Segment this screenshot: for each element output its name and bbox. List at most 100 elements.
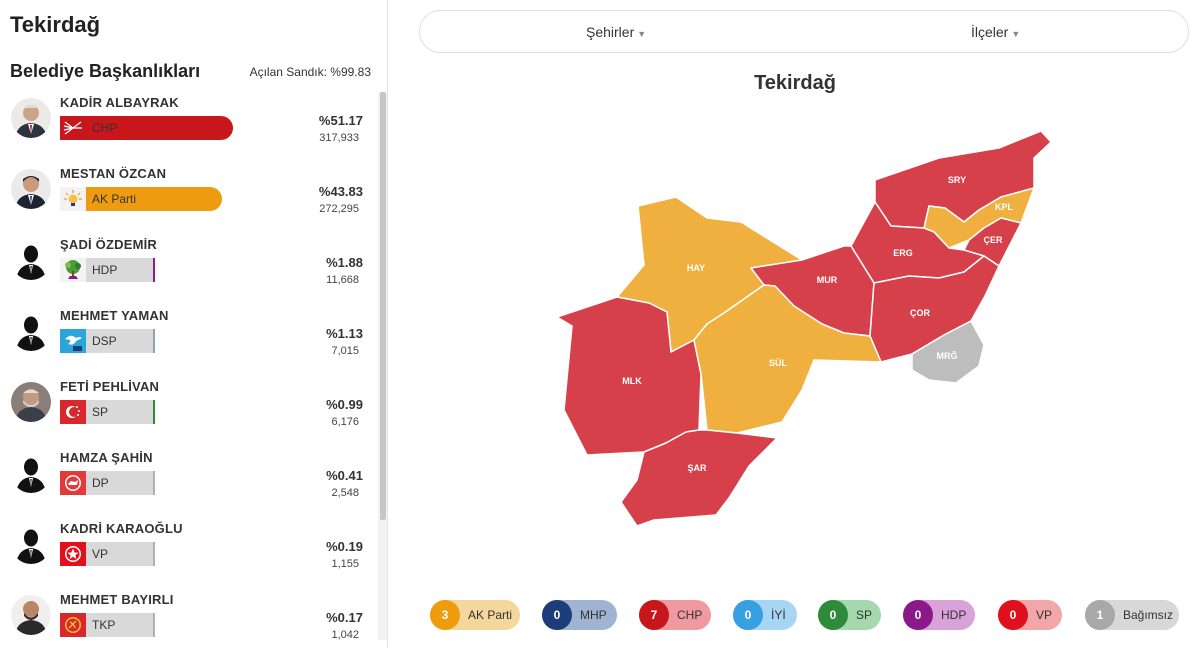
district-label-cer: ÇER [983, 235, 1003, 245]
vote-percentage: %0.19 [326, 539, 363, 554]
legend-item-iyi[interactable]: 0 İYİ [733, 600, 797, 630]
map-panel: Şehirler ▼ İlçeler ▼ Tekirdağ SRY KPL ÇER … [389, 0, 1201, 648]
district-label-mur: MUR [817, 275, 838, 285]
vote-count: 1,155 [331, 558, 359, 570]
candidate-photo [11, 595, 51, 635]
candidate-photo [11, 98, 51, 138]
legend-count: 0 [998, 600, 1028, 630]
candidate-row[interactable]: KADİR ALBAYRAK CHP %51.17 317,933 [0, 92, 378, 163]
districts-dropdown[interactable]: İlçeler ▼ [971, 24, 1020, 40]
legend-count: 1 [1085, 600, 1115, 630]
district-label-sar: ŞAR [687, 463, 707, 473]
caret-down-icon: ▼ [637, 29, 647, 39]
candidate-name: MEHMET BAYIRLI [60, 592, 174, 607]
legend-count: 3 [430, 600, 460, 630]
legend-count: 7 [639, 600, 669, 630]
candidate-row[interactable]: MEHMET YAMAN DSP %1.13 7,015 [0, 305, 378, 376]
candidate-row[interactable]: MESTAN ÖZCAN AK Parti %43.83 272,295 [0, 163, 378, 234]
vote-share-fill [153, 258, 155, 282]
districts-dropdown-label: İlçeler [971, 24, 1009, 40]
vote-share-fill [153, 471, 155, 495]
legend-item-mhp[interactable]: 0 MHP [542, 600, 617, 630]
candidate-row[interactable]: HAMZA ŞAHİN DP %0.41 2,548 [0, 447, 378, 518]
results-panel: Tekirdağ Belediye Başkanlıkları Açılan S… [0, 0, 388, 648]
legend-count: 0 [733, 600, 763, 630]
vote-share-bar: DP [60, 471, 155, 495]
district-sar[interactable] [620, 429, 778, 527]
map-title: Tekirdağ [754, 72, 836, 94]
vote-count: 1,042 [331, 629, 359, 641]
candidate-name: KADRİ KARAOĞLU [60, 521, 183, 536]
vote-share-bar: TKP [60, 613, 155, 637]
candidate-row[interactable]: FETİ PEHLİVAN SP %0.99 6,176 [0, 376, 378, 447]
vote-percentage: %1.13 [326, 326, 363, 341]
district-label-cor: ÇOR [910, 308, 931, 318]
vote-share-bar: DSP [60, 329, 155, 353]
legend-item-bagimsiz[interactable]: 1 Bağımsız [1085, 600, 1179, 630]
party-name: DSP [92, 334, 117, 348]
party-name: SP [92, 405, 109, 419]
vote-share-fill [60, 187, 222, 211]
legend-item-sp[interactable]: 0 SP [818, 600, 881, 630]
hdp-tree-icon [60, 258, 86, 282]
scrollbar-thumb[interactable] [380, 92, 386, 520]
vp-star-icon [60, 542, 86, 566]
candidate-name: MESTAN ÖZCAN [60, 166, 167, 181]
vote-count: 272,295 [319, 203, 359, 215]
ak-parti-bulb-icon [60, 187, 86, 211]
party-name: DP [92, 476, 109, 490]
district-label-sry: SRY [948, 175, 966, 185]
candidate-silhouette [11, 311, 51, 351]
legend-item-ak-parti[interactable]: 3 AK Parti [430, 600, 520, 630]
district-map: SRY KPL ÇER ERG HAY MUR ÇOR MRĞ MLK SÜL … [556, 130, 1052, 527]
vote-share-fill [153, 613, 155, 637]
candidate-name: ŞADİ ÖZDEMİR [60, 237, 158, 252]
legend-label: AK Parti [468, 608, 513, 622]
candidate-photo [11, 382, 51, 422]
vote-percentage: %51.17 [318, 113, 363, 128]
legend-label: HDP [941, 608, 967, 622]
cities-dropdown[interactable]: Şehirler ▼ [586, 24, 646, 40]
legend-count: 0 [818, 600, 848, 630]
candidate-name: FETİ PEHLİVAN [60, 379, 160, 394]
vote-percentage: %1.88 [326, 255, 363, 270]
candidate-list: KADİR ALBAYRAK CHP %51.17 317,933 MESTAN… [0, 92, 378, 648]
caret-down-icon: ▼ [1011, 29, 1021, 39]
legend-item-hdp[interactable]: 0 HDP [903, 600, 975, 630]
party-name: CHP [92, 121, 118, 135]
candidate-silhouette [11, 524, 51, 564]
ballot-opened-status: Açılan Sandık: %99.83 [249, 65, 371, 79]
district-label-hay: HAY [687, 263, 705, 273]
legend-count: 0 [903, 600, 933, 630]
candidate-silhouette [11, 240, 51, 280]
dp-emblem-icon [60, 471, 86, 495]
party-name: TKP [92, 618, 116, 632]
candidate-row[interactable]: KADRİ KARAOĞLU VP %0.19 1,155 [0, 518, 378, 589]
vote-count: 6,176 [331, 416, 359, 428]
vote-share-fill [153, 400, 155, 424]
legend-label: VP [1036, 608, 1053, 622]
candidate-photo [11, 169, 51, 209]
candidate-silhouette [11, 453, 51, 493]
vote-share-bar: VP [60, 542, 155, 566]
candidate-row[interactable]: MEHMET BAYIRLI TKP %0.17 1,042 [0, 589, 378, 648]
vote-count: 317,933 [319, 132, 359, 144]
vote-share-fill [60, 116, 233, 140]
vote-percentage: %0.99 [326, 397, 363, 412]
location-selector: Şehirler ▼ İlçeler ▼ [419, 10, 1189, 53]
legend-label: SP [856, 608, 873, 622]
vote-percentage: %43.83 [318, 184, 363, 199]
legend-item-vp[interactable]: 0 VP [998, 600, 1062, 630]
province-title: Tekirdağ [10, 12, 101, 37]
legend-item-chp[interactable]: 7 CHP [639, 600, 711, 630]
vote-percentage: %0.17 [326, 610, 363, 625]
candidate-row[interactable]: ŞADİ ÖZDEMİR HDP %1.88 11,668 [0, 234, 378, 305]
legend-label: Bağımsız [1123, 608, 1174, 622]
district-mrg[interactable] [911, 320, 985, 384]
vote-share-fill [153, 542, 155, 566]
district-label-erg: ERG [893, 248, 913, 258]
party-name: HDP [92, 263, 118, 277]
candidate-name: HAMZA ŞAHİN [60, 450, 153, 465]
vote-count: 2,548 [331, 487, 359, 499]
cities-dropdown-label: Şehirler [586, 24, 635, 40]
